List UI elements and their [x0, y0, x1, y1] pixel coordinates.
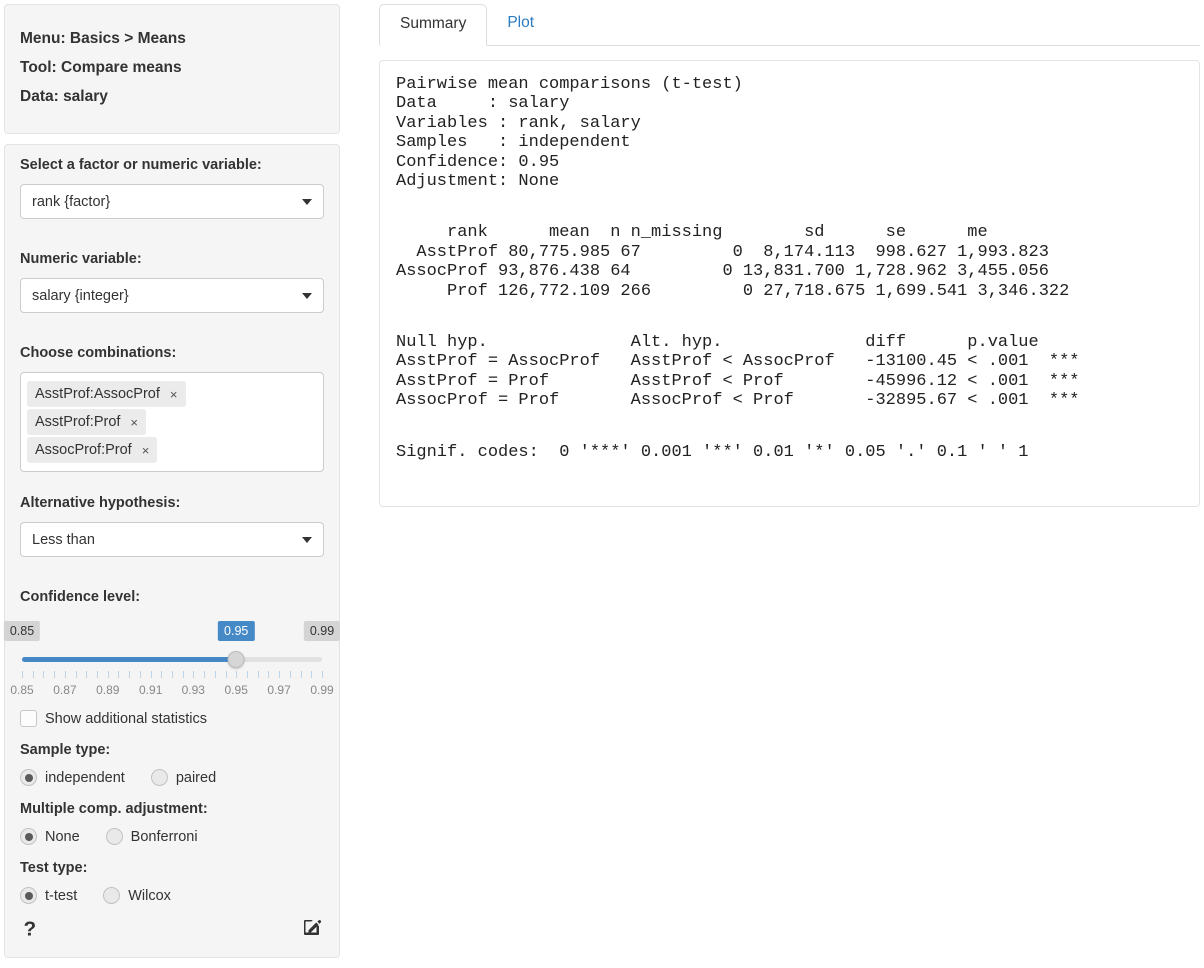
svg-text:?: ?: [23, 917, 36, 939]
